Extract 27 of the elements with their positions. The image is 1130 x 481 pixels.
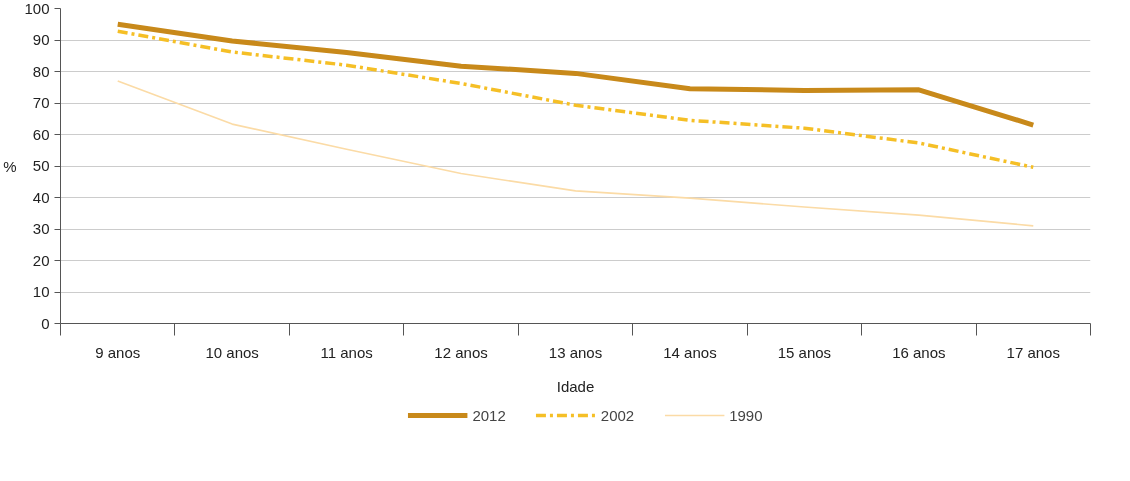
legend-label: 1990: [729, 406, 763, 424]
y-tick-label: 90: [32, 31, 50, 48]
x-tick-label: 13 anos: [548, 343, 603, 361]
x-tick-label: 12 anos: [434, 343, 488, 361]
y-tick-label: 80: [32, 62, 50, 80]
y-tick-label: 60: [32, 125, 50, 143]
x-tick-label: 9 anos: [95, 343, 141, 361]
y-tick-label: 0: [41, 314, 50, 332]
line-series: [116, 80, 1035, 227]
x-axis-title: Idade: [556, 377, 595, 395]
y-tick-label: 50: [32, 157, 50, 174]
y-tick-label: 30: [32, 220, 50, 237]
x-tick-label: 16 anos: [892, 343, 946, 361]
x-tick-label: 11 anos: [320, 343, 373, 361]
x-tick-label: 14 anos: [663, 343, 717, 361]
y-tick-label: 20: [32, 251, 50, 269]
legend-label: 2012: [472, 406, 506, 424]
y-tick-label: 10: [32, 283, 50, 300]
legend-label: 2002: [600, 406, 635, 424]
x-tick-label: 10 anos: [205, 343, 259, 361]
x-tick-label: 15 anos: [777, 343, 832, 361]
y-tick-label: 70: [32, 94, 50, 111]
y-tick-label: 40: [32, 188, 50, 206]
line-series: [115, 29, 1036, 170]
y-axis-title: %: [3, 157, 17, 175]
y-tick-label: 100: [24, 0, 50, 17]
x-tick-label: 17 anos: [1006, 343, 1060, 361]
